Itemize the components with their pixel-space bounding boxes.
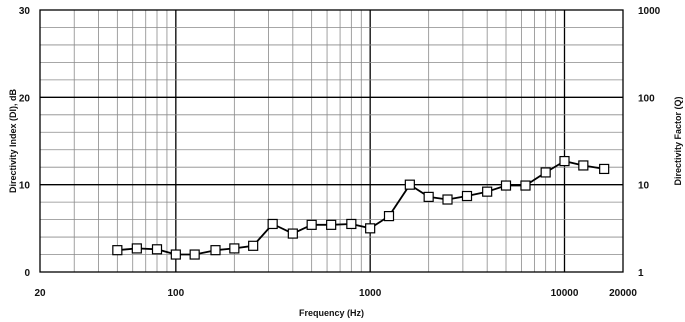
series-line [117,161,604,254]
data-point [424,192,433,201]
y2-tick-label: 1000 [638,6,661,17]
data-point [521,181,530,190]
y2-tick-label: 1 [638,268,644,279]
data-point [560,157,569,166]
data-point [153,245,162,254]
data-point [230,244,239,253]
x-axis-title: Frequency (Hz) [299,308,364,318]
y-axis-title: Directivity Index (DI), dB [8,88,18,193]
grid-lines [40,10,623,272]
data-point [307,220,316,229]
y2-tick-label: 100 [638,93,655,104]
data-point [384,212,393,221]
data-point [190,250,199,259]
data-point [113,246,122,255]
y-tick-label: 20 [19,93,31,104]
data-point [132,244,141,253]
data-point [405,180,414,189]
x-tick-label: 20000 [609,288,637,299]
data-point [541,168,550,177]
data-point [501,181,510,190]
data-point [268,219,277,228]
data-point [600,164,609,173]
y-tick-label: 0 [24,268,30,279]
x-tick-label: 1000 [359,288,382,299]
y2-tick-label: 10 [638,181,650,192]
data-point [443,195,452,204]
x-tick-label: 20 [34,288,46,299]
data-point [211,246,220,255]
plot-frame [40,10,623,272]
data-point [579,161,588,170]
y2-axis-title: Directivity Factor (Q) [673,96,683,185]
data-point [366,224,375,233]
data-point [463,192,472,201]
data-point [288,229,297,238]
data-point [171,250,180,259]
x-tick-label: 100 [167,288,184,299]
y-tick-label: 30 [19,6,31,17]
data-point [327,220,336,229]
data-point [483,187,492,196]
y-tick-label: 10 [19,181,31,192]
data-point [347,219,356,228]
data-point [249,241,258,250]
x-tick-label: 10000 [551,288,579,299]
